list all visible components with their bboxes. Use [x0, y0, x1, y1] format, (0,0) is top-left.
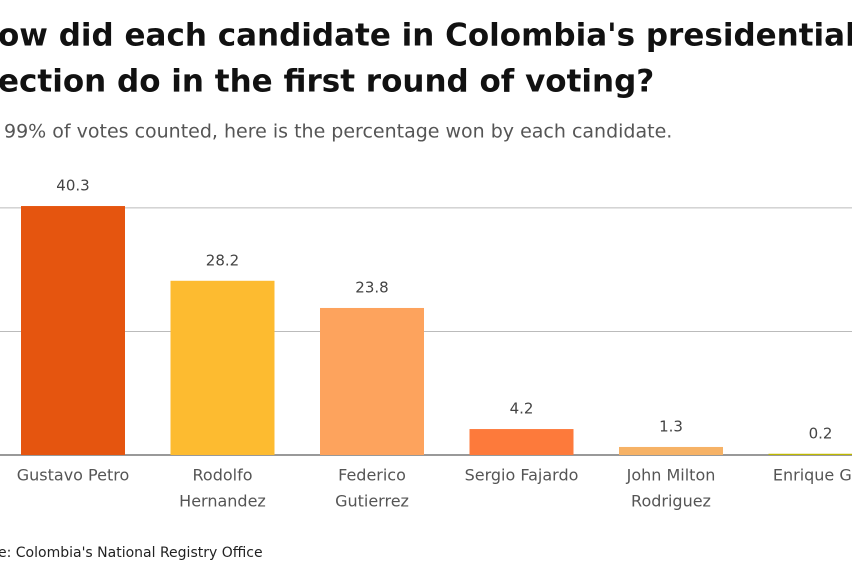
bar: [170, 280, 275, 455]
x-tick-label: Rodolfo: [193, 466, 253, 485]
bar: [469, 429, 574, 455]
x-tick-label: Hernandez: [179, 492, 266, 511]
x-tick-label: John Milton: [626, 466, 716, 485]
bar: [768, 453, 852, 455]
chart-title: ow did each candidate in Colombia's pres…: [0, 18, 852, 54]
x-tick-label: Sergio Fajardo: [465, 466, 579, 485]
source: e: Colombia's National Registry Office: [0, 545, 263, 561]
value-label: 23.8: [355, 278, 388, 296]
x-tick-label: Rodriguez: [631, 492, 711, 511]
bar: [320, 307, 424, 455]
value-label: 4.2: [510, 400, 534, 418]
bar: [21, 206, 125, 455]
value-label: 28.2: [206, 251, 239, 269]
bar: [619, 446, 723, 455]
x-tick-label: Federico: [338, 466, 406, 485]
value-label: 0.2: [809, 424, 833, 442]
x-tick-label: Gustavo Petro: [17, 466, 130, 485]
value-label: 40.3: [56, 177, 89, 195]
value-label: 1.3: [659, 417, 683, 435]
x-tick-label: Gutierrez: [335, 492, 409, 511]
chart-subtitle: 99% of votes counted, here is the percen…: [4, 121, 672, 143]
x-tick-label: Enrique Gor: [773, 466, 852, 485]
chart-title: ection do in the first round of voting?: [0, 64, 654, 100]
